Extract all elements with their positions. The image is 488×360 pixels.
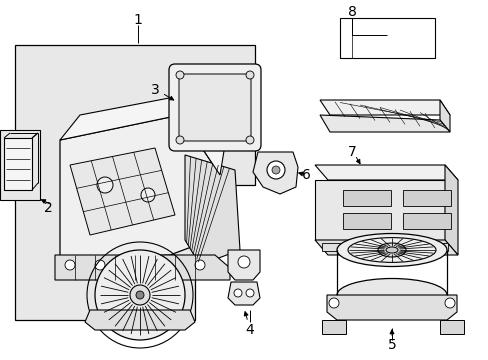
Polygon shape bbox=[227, 250, 260, 280]
Bar bbox=[402, 190, 450, 206]
Circle shape bbox=[95, 260, 105, 270]
Bar bbox=[321, 320, 346, 334]
Ellipse shape bbox=[377, 243, 405, 257]
Bar bbox=[321, 243, 339, 251]
Text: 3: 3 bbox=[150, 83, 159, 97]
Bar bbox=[342, 213, 390, 229]
Polygon shape bbox=[60, 95, 224, 175]
Circle shape bbox=[65, 260, 75, 270]
Text: 6: 6 bbox=[301, 168, 310, 182]
Circle shape bbox=[245, 136, 253, 144]
Polygon shape bbox=[314, 180, 444, 240]
Circle shape bbox=[266, 161, 285, 179]
Circle shape bbox=[234, 289, 242, 297]
Circle shape bbox=[130, 285, 150, 305]
FancyBboxPatch shape bbox=[169, 64, 261, 151]
Circle shape bbox=[141, 188, 155, 202]
Bar bbox=[4, 138, 32, 190]
Ellipse shape bbox=[336, 279, 446, 311]
Polygon shape bbox=[15, 45, 254, 320]
Polygon shape bbox=[439, 100, 449, 132]
Text: 7: 7 bbox=[347, 145, 356, 159]
Polygon shape bbox=[184, 155, 240, 265]
Text: 8: 8 bbox=[347, 5, 356, 19]
Polygon shape bbox=[314, 240, 457, 255]
Polygon shape bbox=[319, 115, 449, 132]
Polygon shape bbox=[85, 310, 195, 330]
Polygon shape bbox=[319, 100, 449, 115]
Bar bbox=[429, 243, 447, 251]
Circle shape bbox=[245, 71, 253, 79]
Text: 5: 5 bbox=[387, 338, 396, 352]
Polygon shape bbox=[0, 130, 40, 200]
Circle shape bbox=[238, 256, 249, 268]
Text: 2: 2 bbox=[43, 201, 52, 215]
Polygon shape bbox=[326, 295, 456, 320]
Circle shape bbox=[176, 71, 183, 79]
Polygon shape bbox=[444, 165, 457, 255]
Polygon shape bbox=[227, 282, 260, 305]
Circle shape bbox=[136, 291, 143, 299]
Bar bbox=[342, 190, 390, 206]
Circle shape bbox=[245, 289, 253, 297]
Circle shape bbox=[95, 250, 184, 340]
FancyBboxPatch shape bbox=[179, 74, 250, 141]
Ellipse shape bbox=[385, 247, 397, 253]
Polygon shape bbox=[70, 148, 175, 235]
Bar bbox=[402, 213, 450, 229]
Bar bbox=[339, 18, 434, 58]
Polygon shape bbox=[55, 255, 229, 280]
Text: 1: 1 bbox=[133, 13, 142, 27]
Polygon shape bbox=[314, 165, 457, 180]
Circle shape bbox=[444, 298, 454, 308]
Ellipse shape bbox=[336, 234, 446, 266]
Circle shape bbox=[328, 298, 338, 308]
Polygon shape bbox=[252, 152, 297, 194]
Circle shape bbox=[155, 260, 164, 270]
Circle shape bbox=[271, 166, 280, 174]
Bar bbox=[439, 320, 463, 334]
Text: 4: 4 bbox=[245, 323, 254, 337]
Circle shape bbox=[195, 260, 204, 270]
Ellipse shape bbox=[347, 238, 435, 262]
Circle shape bbox=[97, 177, 113, 193]
Polygon shape bbox=[60, 115, 220, 260]
Circle shape bbox=[176, 136, 183, 144]
Bar bbox=[379, 243, 397, 251]
